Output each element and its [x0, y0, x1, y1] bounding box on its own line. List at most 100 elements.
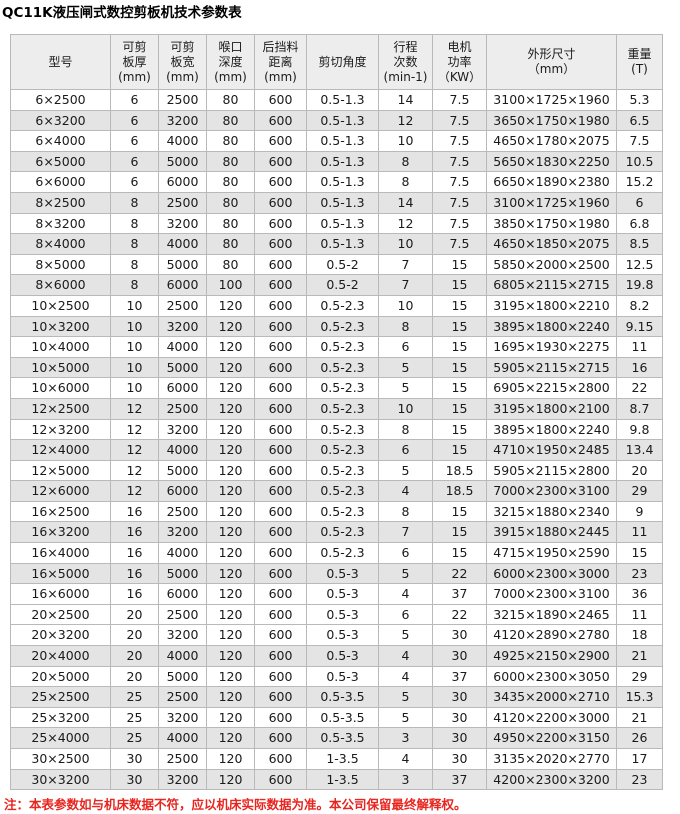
cell-angle: 0.5-3.5 [306, 706, 379, 729]
cell-backgauge: 600 [254, 336, 307, 358]
cell-weight: 7.5 [616, 130, 663, 152]
cell-motor: 7.5 [432, 212, 487, 235]
cell-model: 20×5000 [10, 665, 111, 688]
column-header-line: 喉口 [218, 39, 243, 54]
cell-strokes: 3 [378, 727, 433, 749]
spec-table-container: 型号 可剪 板厚 (mm) 可剪 板宽 (mm) 喉口 深度 (mm) 后挡料 距离 (mm) 剪切角度行… [0, 22, 680, 791]
cell-angle: 0.5-3 [306, 583, 379, 605]
cell-weight: 16 [616, 356, 663, 379]
cell-motor: 15 [432, 294, 487, 317]
table-row: 8×5000 8 5000 80 600 0.5-2 7 15 5850×2000×2500 12… [10, 253, 663, 276]
cell-weight: 15.3 [616, 686, 663, 708]
cell-model: 20×2500 [10, 603, 111, 626]
cell-strokes: 3 [378, 768, 433, 791]
cell-width: 5000 [158, 459, 207, 482]
cell-thickness: 12 [110, 459, 159, 482]
cell-backgauge: 600 [254, 377, 307, 399]
table-row: 20×4000 20 4000 120 600 0.5-3 4 30 4925×2150×290… [10, 645, 663, 667]
cell-thickness: 16 [110, 521, 159, 544]
cell-angle: 0.5-1.3 [306, 171, 379, 193]
table-row: 6×6000 6 6000 80 600 0.5-1.3 8 7.5 6650×1890×238… [10, 171, 663, 193]
cell-dimensions: 4650×1850×2075 [486, 233, 617, 255]
cell-weight: 21 [616, 706, 663, 729]
cell-angle: 1-3.5 [306, 768, 379, 791]
cell-dimensions: 3435×2000×2710 [486, 686, 617, 708]
cell-thickness: 16 [110, 500, 159, 523]
column-header-line: 板厚 [122, 54, 147, 69]
cell-strokes: 7 [378, 274, 433, 296]
cell-model: 16×6000 [10, 583, 111, 605]
cell-backgauge: 600 [254, 233, 307, 255]
cell-angle: 0.5-2.3 [306, 521, 379, 544]
cell-motor: 7.5 [432, 233, 487, 255]
cell-throat: 120 [206, 768, 255, 791]
cell-weight: 20 [616, 459, 663, 482]
cell-thickness: 20 [110, 624, 159, 647]
cell-model: 8×6000 [10, 274, 111, 296]
cell-dimensions: 7000×2300×3100 [486, 583, 617, 605]
column-header-line: (min-1) [383, 69, 428, 84]
cell-backgauge: 600 [254, 439, 307, 461]
cell-motor: 15 [432, 377, 487, 399]
cell-dimensions: 4120×2890×2780 [486, 624, 617, 647]
cell-backgauge: 600 [254, 109, 307, 132]
cell-thickness: 10 [110, 377, 159, 399]
cell-angle: 0.5-2.3 [306, 336, 379, 358]
cell-backgauge: 600 [254, 768, 307, 791]
cell-strokes: 8 [378, 315, 433, 338]
cell-throat: 100 [206, 274, 255, 296]
table-row: 16×4000 16 4000 120 600 0.5-2.3 6 15 4715×1950×2… [10, 542, 663, 564]
cell-weight: 8.5 [616, 233, 663, 255]
cell-dimensions: 3915×1880×2445 [486, 521, 617, 544]
cell-thickness: 16 [110, 583, 159, 605]
cell-thickness: 10 [110, 356, 159, 379]
cell-strokes: 6 [378, 439, 433, 461]
cell-strokes: 14 [378, 89, 433, 111]
cell-angle: 0.5-2.3 [306, 418, 379, 441]
cell-backgauge: 600 [254, 583, 307, 605]
cell-model: 10×2500 [10, 294, 111, 317]
cell-weight: 6 [616, 191, 663, 214]
table-row: 12×2500 12 2500 120 600 0.5-2.3 10 15 3195×1800×… [10, 397, 663, 420]
column-header-dimensions: 外形尺寸 （mm） [486, 34, 617, 90]
cell-dimensions: 5850×2000×2500 [486, 253, 617, 276]
cell-weight: 6.5 [616, 109, 663, 132]
cell-strokes: 10 [378, 294, 433, 317]
cell-dimensions: 4925×2150×2900 [486, 645, 617, 667]
cell-dimensions: 5905×2115×2800 [486, 459, 617, 482]
cell-weight: 11 [616, 521, 663, 544]
cell-dimensions: 3895×1800×2240 [486, 315, 617, 338]
cell-weight: 5.3 [616, 89, 663, 111]
page-title: QC11K液压闸式数控剪板机技术参数表 [2, 5, 242, 21]
table-row: 16×5000 16 5000 120 600 0.5-3 5 22 6000×2300×300… [10, 562, 663, 585]
cell-thickness: 25 [110, 727, 159, 749]
cell-model: 8×2500 [10, 191, 111, 214]
cell-backgauge: 600 [254, 665, 307, 688]
cell-motor: 18.5 [432, 459, 487, 482]
cell-angle: 0.5-2 [306, 253, 379, 276]
cell-dimensions: 3100×1725×1960 [486, 191, 617, 214]
cell-weight: 8.7 [616, 397, 663, 420]
cell-angle: 0.5-1.3 [306, 191, 379, 214]
cell-backgauge: 600 [254, 171, 307, 193]
cell-width: 6000 [158, 171, 207, 193]
cell-backgauge: 600 [254, 706, 307, 729]
cell-thickness: 20 [110, 665, 159, 688]
cell-backgauge: 600 [254, 89, 307, 111]
cell-width: 2500 [158, 603, 207, 626]
cell-throat: 80 [206, 171, 255, 193]
cell-model: 16×2500 [10, 500, 111, 523]
table-row: 6×3200 6 3200 80 600 0.5-1.3 12 7.5 3650×1750×19… [10, 109, 663, 132]
cell-weight: 15 [616, 542, 663, 564]
cell-weight: 19.8 [616, 274, 663, 296]
cell-angle: 0.5-3 [306, 562, 379, 585]
cell-thickness: 8 [110, 191, 159, 214]
cell-model: 16×4000 [10, 542, 111, 564]
cell-angle: 0.5-2.3 [306, 397, 379, 420]
column-header-line: 剪切角度 [318, 54, 367, 69]
table-row: 12×5000 12 5000 120 600 0.5-2.3 5 18.5 5905×2115… [10, 459, 663, 482]
cell-thickness: 12 [110, 418, 159, 441]
cell-model: 16×3200 [10, 521, 111, 544]
cell-model: 12×5000 [10, 459, 111, 482]
cell-throat: 120 [206, 439, 255, 461]
